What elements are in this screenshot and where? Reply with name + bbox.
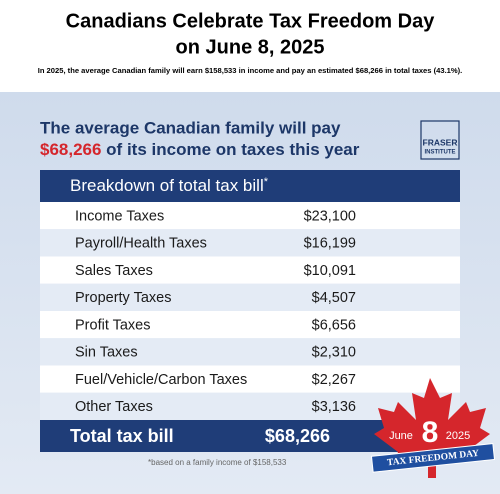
ribbon	[370, 443, 496, 473]
table-heading-text: Breakdown of total tax bill	[70, 176, 264, 195]
row-label: Property Taxes	[75, 290, 171, 306]
table-row	[40, 365, 460, 393]
row-amount: $10,091	[304, 263, 356, 279]
table-row	[40, 202, 460, 230]
total-label: Total tax bill	[70, 426, 174, 446]
subtitle: In 2025, the average Canadian family wil…	[38, 66, 463, 75]
row-label: Income Taxes	[75, 208, 164, 224]
badge-day: 8	[422, 416, 439, 449]
table-heading-row	[40, 170, 460, 202]
row-label: Sin Taxes	[75, 345, 138, 361]
headline-rest: of its income on taxes this year	[101, 140, 359, 159]
table-body: Income Taxes $23,100 Payroll/Health Taxes $…	[40, 202, 460, 420]
table-row	[40, 256, 460, 284]
headline-amount: $68,266	[40, 140, 101, 159]
table-row	[40, 338, 460, 366]
footnote: *based on a family income of $158,533	[148, 458, 287, 467]
badge: June 8 2025 TAX FREEDOM DAY	[370, 378, 496, 478]
row-amount: $23,100	[304, 208, 356, 224]
logo-text: FRASER	[423, 137, 458, 147]
title-line: on June 8, 2025	[176, 36, 325, 58]
row-label: Sales Taxes	[75, 263, 153, 279]
table-row	[40, 283, 460, 311]
headline-line: The average Canadian family will pay	[40, 118, 341, 137]
row-amount: $2,310	[312, 345, 356, 361]
title-line: Canadians Celebrate Tax Freedom Day	[66, 10, 436, 32]
row-amount: $16,199	[304, 236, 356, 252]
logo-box	[420, 120, 460, 160]
total-amount: $68,266	[265, 426, 330, 446]
row-amount: $4,507	[312, 290, 356, 306]
table-heading: Breakdown of total tax bill*	[70, 176, 269, 196]
row-amount: $6,656	[312, 317, 356, 333]
row-label: Payroll/Health Taxes	[75, 236, 207, 252]
row-amount: $2,267	[312, 372, 356, 388]
badge-year: 2025	[446, 430, 470, 442]
table-row	[40, 229, 460, 257]
row-amount: $3,136	[312, 399, 356, 415]
table-heading-mark: *	[264, 176, 269, 188]
table-row	[40, 311, 460, 339]
headline-line: $68,266 of its income on taxes this year	[40, 140, 360, 159]
badge-month: June	[389, 430, 413, 442]
row-label: Fuel/Vehicle/Carbon Taxes	[75, 372, 247, 388]
logo-text: INSTITUTE	[425, 150, 456, 156]
row-label: Profit Taxes	[75, 317, 151, 333]
row-label: Other Taxes	[75, 399, 153, 415]
